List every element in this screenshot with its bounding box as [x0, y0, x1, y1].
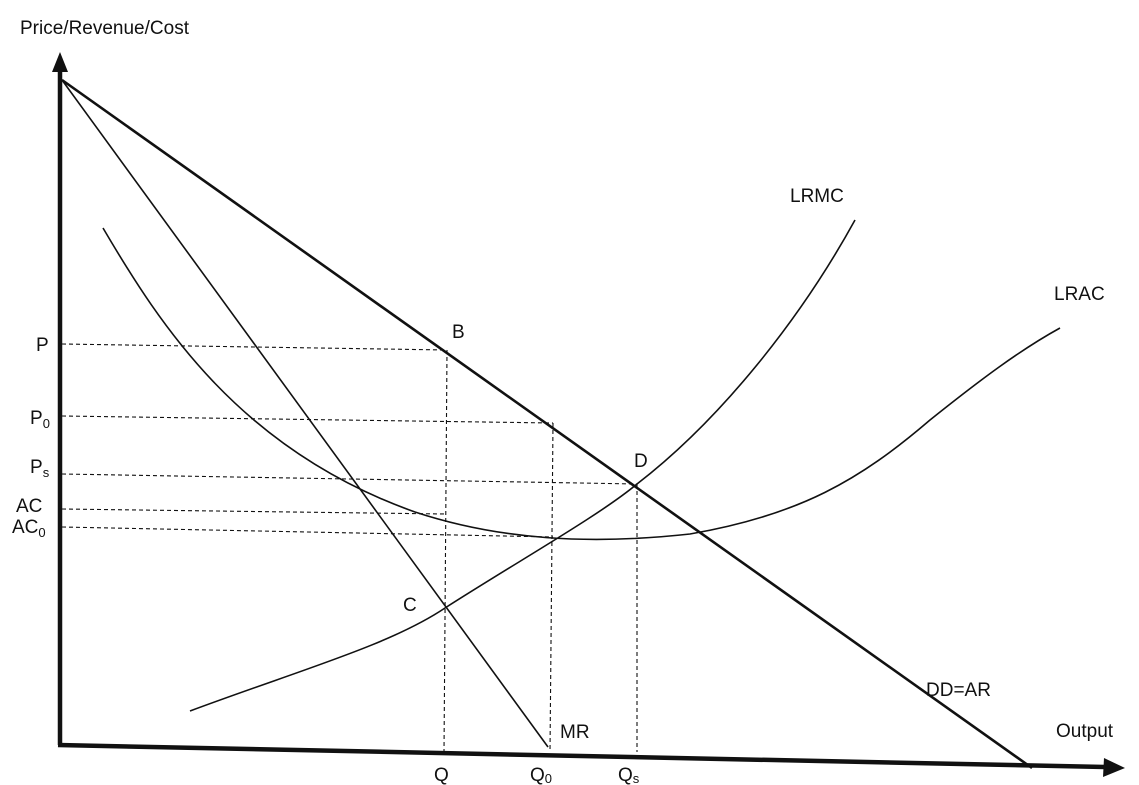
- guide-p0: [61, 415, 554, 424]
- lrac-curve: [102, 227, 1061, 541]
- tick-q: Q: [434, 765, 449, 785]
- tick-p: P: [36, 335, 49, 356]
- mr-label: MR: [560, 722, 590, 743]
- lrac-label: LRAC: [1054, 284, 1105, 305]
- tick-ps: Ps: [30, 457, 50, 480]
- demand-curve: [61, 78, 1033, 770]
- demand-label: DD=AR: [926, 680, 991, 701]
- guide-ac: [61, 508, 446, 515]
- x-axis: [57, 742, 1106, 770]
- guide-p: [61, 343, 448, 351]
- tick-q0: Q0: [530, 765, 552, 785]
- tick-qs: Qs: [618, 765, 640, 785]
- tick-p0: P0: [30, 408, 50, 431]
- x-axis-title: Output: [1056, 721, 1114, 742]
- guide-q: [443, 349, 448, 753]
- tick-ac0: AC0: [12, 517, 46, 540]
- y-axis-title: Price/Revenue/Cost: [20, 18, 190, 39]
- lrmc-label: LRMC: [790, 186, 844, 207]
- point-d-label: D: [634, 451, 648, 472]
- guide-ac0: [61, 526, 554, 538]
- y-axis-arrow: [52, 52, 68, 72]
- mr-curve: [61, 79, 549, 748]
- lrmc-curve: [189, 219, 856, 712]
- point-b-label: B: [452, 322, 465, 343]
- guide-ps: [61, 473, 638, 485]
- guide-q0: [549, 422, 554, 753]
- x-axis-arrow: [1103, 758, 1125, 777]
- tick-ac: AC: [16, 496, 42, 517]
- point-c-label: C: [403, 595, 417, 616]
